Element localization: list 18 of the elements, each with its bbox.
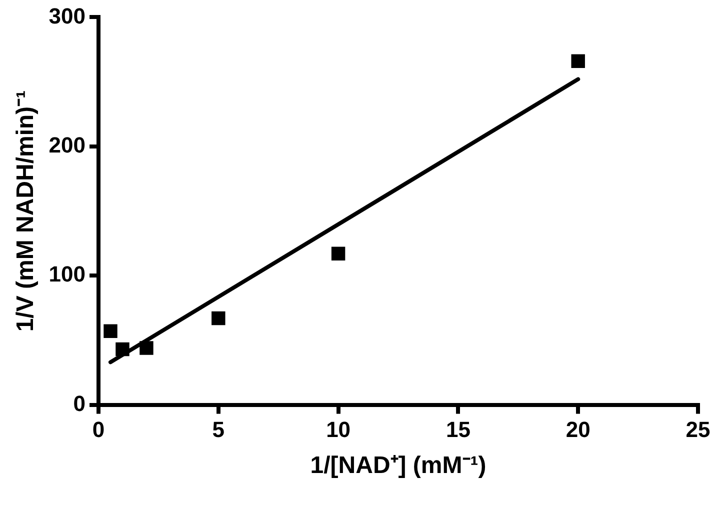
x-tick-label: 25 <box>686 417 710 442</box>
y-tick-label: 100 <box>48 262 86 287</box>
y-tick-label: 200 <box>48 132 86 158</box>
x-tick-label: 10 <box>326 417 351 442</box>
x-tick-label: 0 <box>92 417 105 442</box>
x-tick-label: 15 <box>446 417 470 442</box>
point <box>331 246 346 260</box>
x-axis-title: 1/[NAD⁺] (mM⁻¹) <box>310 452 486 480</box>
point <box>571 54 585 68</box>
point <box>212 311 226 326</box>
y-tick-label: 300 <box>48 3 86 28</box>
point <box>104 324 118 338</box>
point <box>140 341 154 355</box>
x-tick-label: 5 <box>212 417 225 442</box>
y-tick-label: 0 <box>73 390 86 416</box>
point <box>116 342 130 356</box>
y-axis-title: 1/V (mM NADH/min)⁻¹ <box>12 90 40 332</box>
x-tick-label: 20 <box>566 417 590 442</box>
